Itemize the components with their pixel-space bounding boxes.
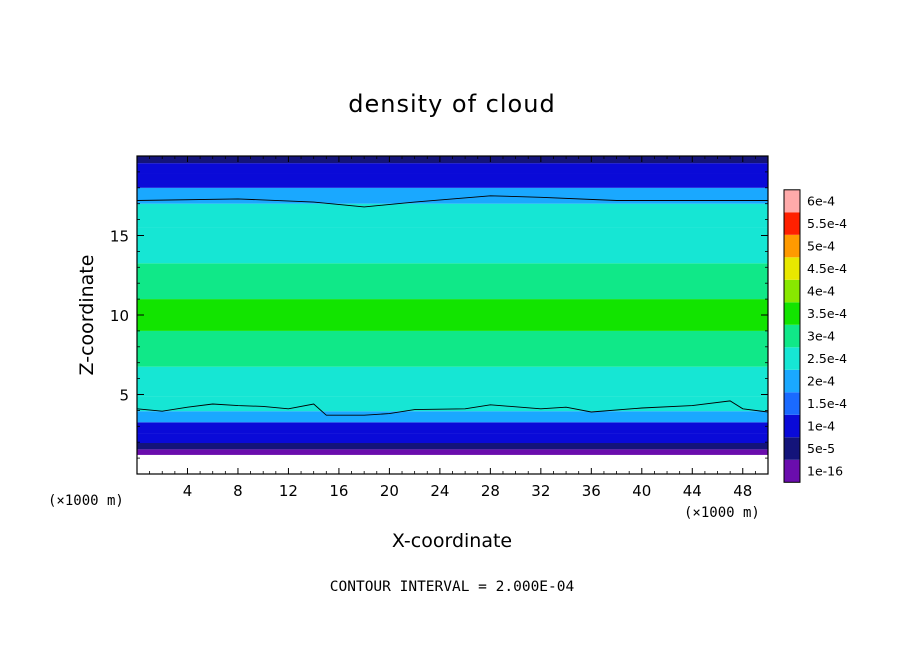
y-axis-ticks: 5 10 15 bbox=[110, 171, 768, 459]
colorbar-label: 1e-16 bbox=[807, 464, 843, 479]
colorbar-label: 3.5e-4 bbox=[807, 306, 847, 321]
color-band bbox=[137, 422, 768, 434]
color-band bbox=[137, 330, 768, 367]
colorbar: 1e-16 5e-5 1e-4 1.5e-4 2e-4 2.5e-4 3e-4 3.5e-4 4… bbox=[783, 189, 847, 483]
colorbar-label: 5e-4 bbox=[807, 239, 835, 254]
x-axis-unit-right: (×1000 m) bbox=[684, 505, 760, 521]
color-band bbox=[137, 173, 768, 188]
colorbar-swatch bbox=[784, 459, 800, 483]
no-data-strip bbox=[137, 454, 768, 474]
x-tick-label: 8 bbox=[233, 482, 243, 500]
colorbar-label: 4.5e-4 bbox=[807, 261, 847, 276]
color-band bbox=[137, 203, 768, 228]
contour-lines bbox=[137, 195, 768, 416]
x-tick-label: 32 bbox=[531, 482, 550, 500]
color-band bbox=[137, 411, 768, 423]
y-tick-label: 10 bbox=[110, 307, 129, 325]
colorbar-swatch bbox=[784, 369, 800, 393]
colorbar-label: 2.5e-4 bbox=[807, 351, 847, 366]
x-axis-ticks: 4 8 12 16 20 24 28 32 36 40 44 48 bbox=[149, 156, 756, 500]
colorbar-swatch bbox=[784, 189, 800, 213]
colorbar-frame bbox=[783, 189, 801, 483]
contour-line bbox=[137, 400, 768, 416]
colorbar-label: 6e-4 bbox=[807, 194, 835, 209]
colorbar-label: 1.5e-4 bbox=[807, 396, 847, 411]
colorbar-label: 2e-4 bbox=[807, 374, 835, 389]
color-band bbox=[137, 187, 768, 204]
colorbar-swatch bbox=[784, 279, 800, 303]
x-axis-unit-left: (×1000 m) bbox=[48, 493, 124, 509]
color-band bbox=[137, 163, 768, 174]
color-band bbox=[137, 299, 768, 331]
color-band bbox=[137, 263, 768, 300]
colorbar-label: 1e-4 bbox=[807, 419, 835, 434]
x-tick-label: 44 bbox=[683, 482, 702, 500]
color-band bbox=[137, 449, 768, 455]
x-tick-label: 12 bbox=[279, 482, 298, 500]
colorbar-label: 3e-4 bbox=[807, 329, 835, 344]
contour-line bbox=[137, 195, 768, 208]
colorbar-label: 4e-4 bbox=[807, 284, 835, 299]
colorbar-swatch bbox=[784, 392, 800, 415]
x-tick-label: 4 bbox=[183, 482, 193, 500]
colorbar-swatch bbox=[784, 437, 800, 460]
colorbar-swatch bbox=[784, 414, 800, 438]
y-tick-label: 5 bbox=[119, 387, 129, 405]
colorbar-swatch bbox=[784, 212, 800, 235]
colorbar-swatch bbox=[784, 302, 800, 325]
colorbar-swatch bbox=[784, 347, 800, 370]
colorbar-swatch bbox=[784, 324, 800, 348]
x-tick-label: 20 bbox=[380, 482, 399, 500]
color-band bbox=[137, 442, 768, 450]
plot-area bbox=[137, 156, 768, 474]
x-tick-label: 40 bbox=[632, 482, 651, 500]
x-tick-label: 48 bbox=[733, 482, 752, 500]
chart-title: density of cloud bbox=[348, 90, 555, 118]
colorbar-label: 5.5e-4 bbox=[807, 216, 847, 231]
x-tick-label: 16 bbox=[329, 482, 348, 500]
y-tick-label: 15 bbox=[110, 228, 129, 246]
x-axis-label: X-coordinate bbox=[392, 530, 512, 552]
x-tick-label: 28 bbox=[481, 482, 500, 500]
color-band bbox=[137, 156, 768, 164]
color-band bbox=[137, 433, 768, 443]
contour-interval-note: CONTOUR INTERVAL = 2.000E-04 bbox=[330, 579, 575, 595]
x-tick-label: 36 bbox=[582, 482, 601, 500]
color-band bbox=[137, 366, 768, 397]
colorbar-swatch bbox=[784, 257, 800, 280]
y-axis-label: Z-coordinate bbox=[76, 255, 98, 376]
color-band bbox=[137, 227, 768, 264]
colorbar-swatch bbox=[784, 234, 800, 258]
x-tick-label: 24 bbox=[430, 482, 449, 500]
color-bands bbox=[137, 156, 768, 474]
colorbar-label: 5e-5 bbox=[807, 441, 835, 456]
